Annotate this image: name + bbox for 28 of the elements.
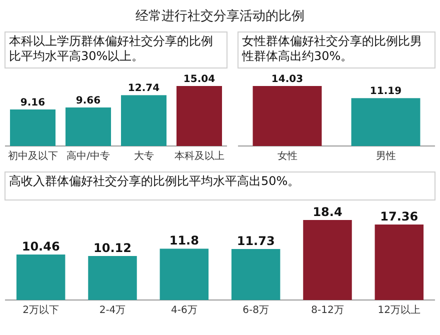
chart-title: 女性群体偏好社交分享的比例比男性群体高出约30%。 [242, 34, 423, 64]
x-tick-label: 初中及以下 [8, 150, 58, 162]
chart-subtitle: 本科以上学历群体偏好社交分享的比例比平均水平高30%以上。 [9, 34, 214, 64]
chart-title: 经常进行社交分享活动的比例 [136, 8, 304, 24]
x-tick-label: 男性 [376, 150, 396, 162]
x-tick-label: 高中/中专 [66, 150, 110, 162]
chart-title: 高收入群体偏好社交分享的比例比平均水平高出50%。 [9, 174, 301, 189]
data-label: 17.36 [380, 210, 418, 224]
data-label: 9.16 [20, 97, 46, 108]
data-label: 18.4 [312, 205, 342, 219]
data-label: 11.73 [236, 234, 275, 248]
x-tick-label: 6-8万 [242, 305, 270, 316]
x-tick-label: 8-12万 [311, 305, 344, 316]
data-label: 9.66 [76, 95, 101, 106]
data-label: 11.19 [370, 86, 402, 98]
data-label: 11.8 [169, 234, 199, 248]
x-tick-label: 本科及以上 [174, 150, 224, 162]
data-label: 10.46 [22, 240, 60, 254]
data-label: 14.03 [271, 74, 304, 85]
x-tick-label: 2-4万 [99, 305, 126, 316]
x-tick-label: 女性 [277, 150, 298, 162]
data-label: 10.12 [94, 241, 132, 255]
x-tick-label: 大专 [134, 150, 154, 162]
x-tick-label: 4-6万 [170, 305, 198, 316]
x-tick-label: 2万以下 [22, 304, 60, 316]
x-tick-label: 12万以上 [378, 304, 421, 316]
data-label: 12.74 [128, 83, 160, 94]
data-label: 15.04 [183, 74, 216, 85]
